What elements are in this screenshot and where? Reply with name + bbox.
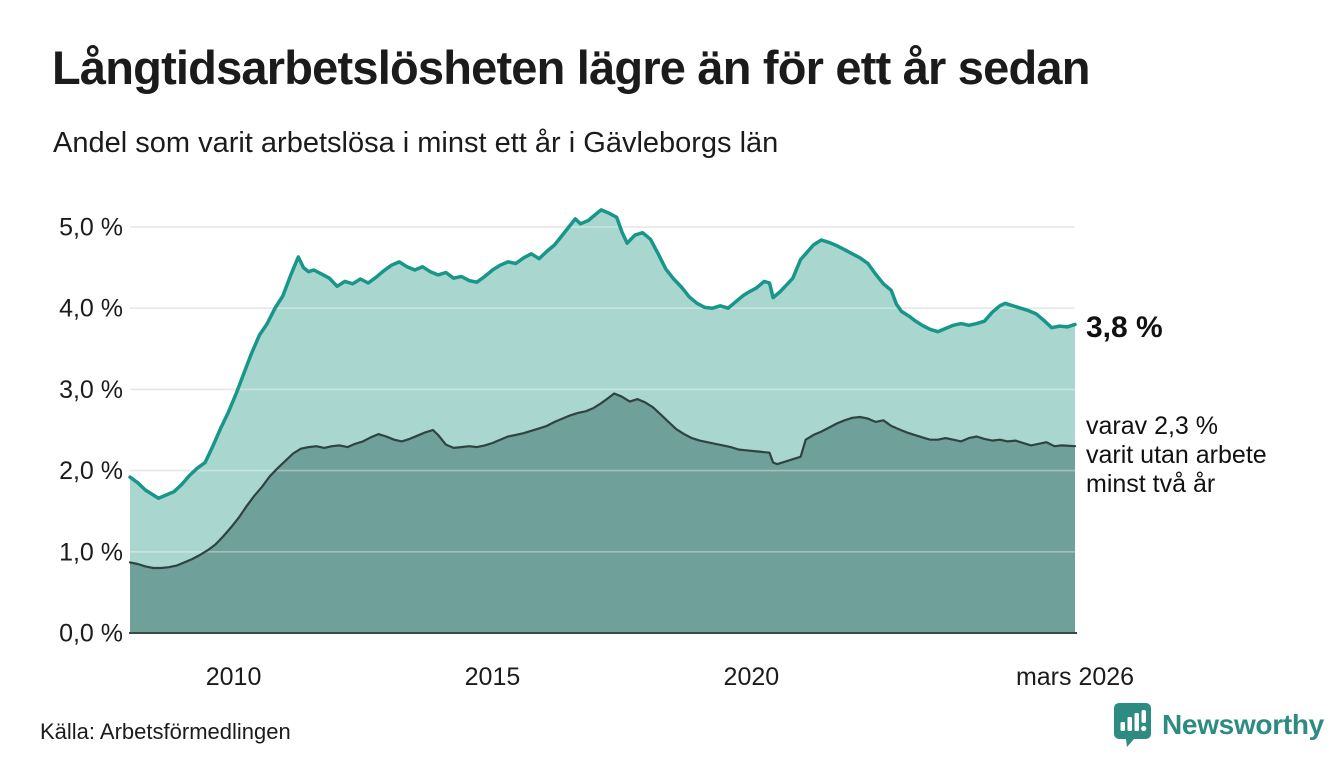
secondary-annotation: varav 2,3 % varit utan arbete minst två … [1086,412,1267,499]
newsworthy-icon [1113,702,1152,748]
series-line-minst-tva-ar [128,392,1077,570]
secondary-annotation-line-1: varav 2,3 % [1086,412,1219,440]
y-tick-label: 5,0 % [59,214,123,242]
x-tick-label: 2010 [206,663,262,691]
page-title: Långtidsarbetslösheten lägre än för ett … [52,41,1090,94]
x-tick-label: 2020 [724,663,780,691]
secondary-annotation-line-3: minst två år [1086,470,1216,498]
y-tick-label: 4,0 % [59,295,123,323]
y-tick-label: 0,0 % [59,620,123,648]
series-area-minst-tva-ar [130,393,1075,633]
x-tick-label: mars 2026 [1016,663,1134,691]
source-note: Källa: Arbetsförmedlingen [40,719,291,744]
y-tick-label: 3,0 % [59,376,123,404]
y-tick-label: 1,0 % [59,538,123,566]
x-tick-label: 2015 [465,663,521,691]
page-subtitle: Andel som varit arbetslösa i minst ett å… [53,127,779,159]
series-line-minst-ett-ar [128,208,1077,500]
newsworthy-logo[interactable]: Newsworthy [1113,702,1324,748]
area-chart: 0,0 % 1,0 % 2,0 % 3,0 % 4,0 % 5,0 % 2010 2015 20… [59,208,1134,691]
y-tick-label: 2,0 % [59,457,123,485]
latest-value-label: 3,8 % [1086,311,1163,344]
newsworthy-wordmark: Newsworthy [1162,709,1324,740]
secondary-annotation-line-2: varit utan arbete [1086,441,1267,469]
